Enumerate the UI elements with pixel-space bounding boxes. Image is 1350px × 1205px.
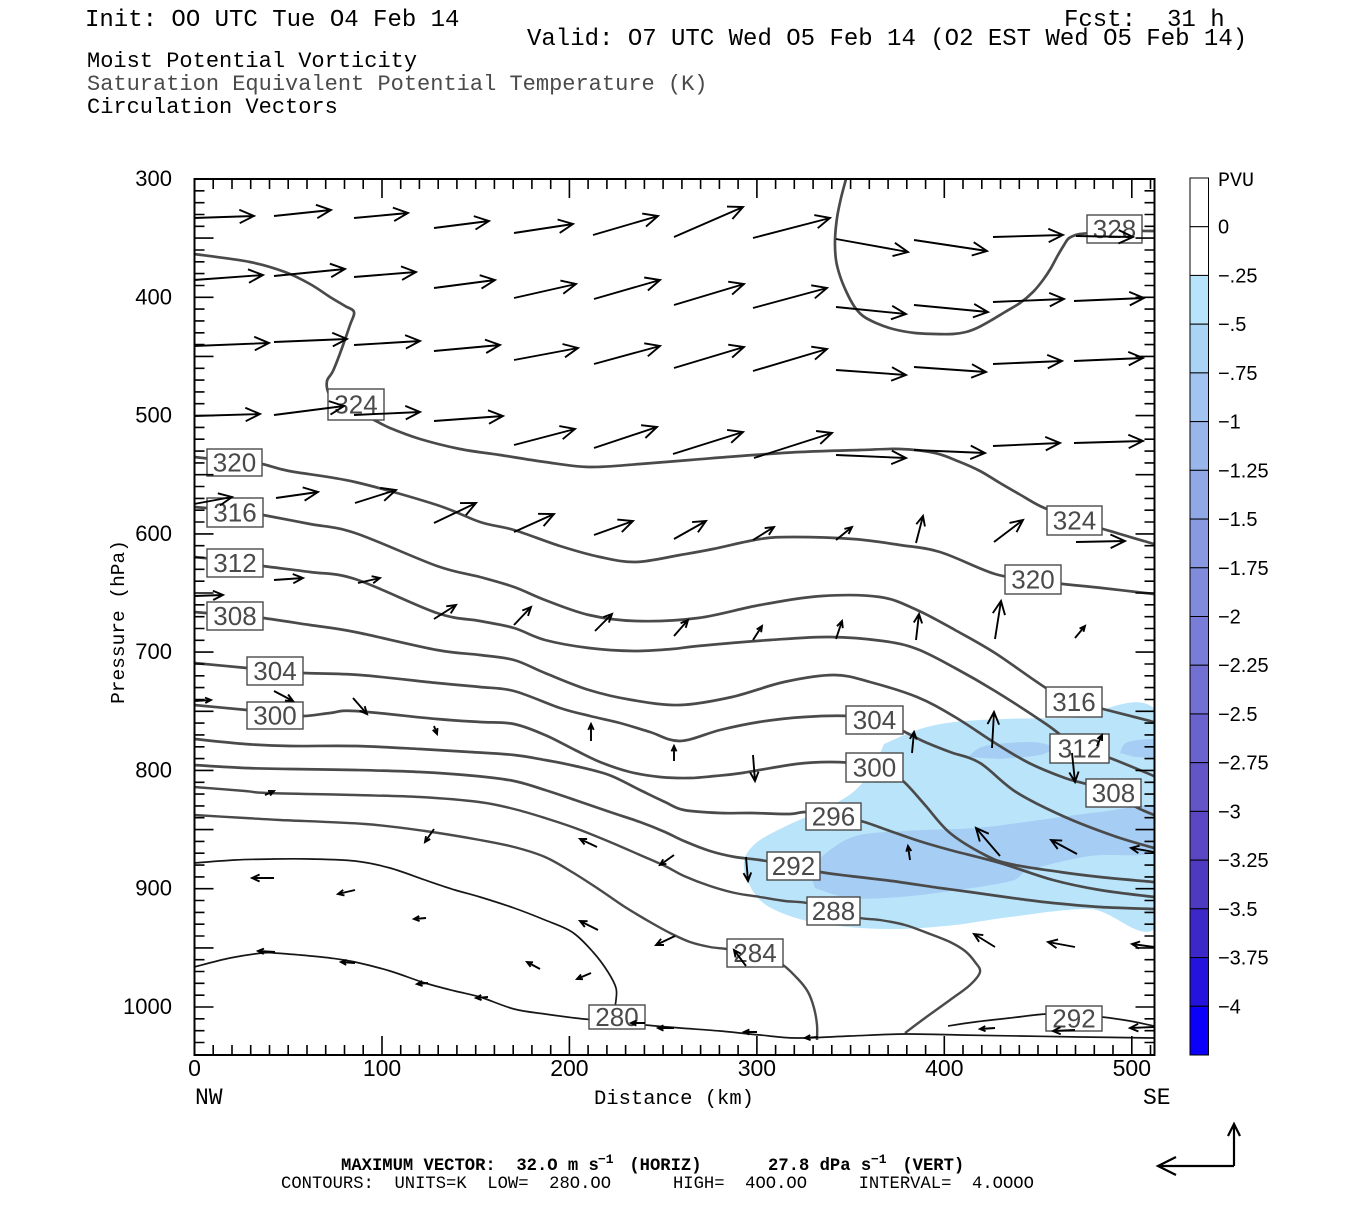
svg-text:(HORIZ): (HORIZ) [619,1157,702,1176]
svg-text:Saturation Equivalent Potentia: Saturation Equivalent Potential Temperat… [87,72,708,97]
svg-text:200: 200 [550,1055,588,1081]
svg-text:400: 400 [925,1055,963,1081]
svg-text:320: 320 [1011,565,1054,595]
svg-text:−3.75: −3.75 [1218,948,1269,970]
svg-text:308: 308 [1092,778,1135,808]
svg-text:300: 300 [853,753,896,783]
svg-text:−3: −3 [1218,801,1241,823]
svg-text:27.8 dPa s: 27.8 dPa s [768,1157,871,1176]
svg-text:Valid: O7 UTC Wed O5 Feb 14 (O: Valid: O7 UTC Wed O5 Feb 14 (O2 EST Wed … [527,26,1247,53]
svg-text:800: 800 [135,757,172,782]
svg-text:312: 312 [1058,734,1101,764]
svg-text:Pressure (hPa): Pressure (hPa) [108,540,130,704]
svg-text:700: 700 [135,639,172,664]
svg-text:316: 316 [213,498,256,528]
svg-text:288: 288 [812,896,855,926]
svg-text:304: 304 [253,656,296,686]
svg-text:−2.5: −2.5 [1218,704,1257,726]
svg-text:PVU: PVU [1218,170,1254,193]
svg-text:−1.5: −1.5 [1218,509,1257,531]
svg-text:Init: OO UTC Tue O4 Feb 14: Init: OO UTC Tue O4 Feb 14 [85,7,459,34]
svg-text:−2.75: −2.75 [1218,753,1269,775]
svg-text:0: 0 [188,1055,201,1081]
svg-text:900: 900 [135,876,172,901]
svg-text:600: 600 [135,521,172,546]
svg-text:500: 500 [135,403,172,428]
svg-text:MAXIMUM VECTOR: 32.O m s: MAXIMUM VECTOR: 32.O m s [341,1157,599,1176]
svg-text:316: 316 [1052,687,1095,717]
svg-text:−.25: −.25 [1218,265,1257,287]
svg-text:−.75: −.75 [1218,363,1257,385]
svg-text:300: 300 [253,701,296,731]
svg-text:304: 304 [853,705,896,735]
svg-text:CONTOURS: UNITS=K LOW= 28O.: CONTOURS: UNITS=K LOW= 28O.OO HIGH= 4OO.… [281,1175,1034,1194]
svg-text:324: 324 [1053,506,1096,536]
svg-text:300: 300 [738,1055,776,1081]
svg-text:−3.5: −3.5 [1218,899,1257,921]
svg-text:−.5: −.5 [1218,314,1246,336]
svg-text:100: 100 [363,1055,401,1081]
svg-text:296: 296 [812,802,855,832]
svg-text:31 h: 31 h [1167,7,1225,34]
svg-text:400: 400 [135,284,172,309]
svg-text:−1.75: −1.75 [1218,558,1269,580]
svg-text:308: 308 [213,601,256,631]
svg-text:Fcst:: Fcst: [1064,7,1136,34]
svg-text:280: 280 [595,1002,638,1032]
svg-text:1000: 1000 [123,994,172,1019]
svg-text:SE: SE [1143,1085,1171,1111]
svg-text:−1.25: −1.25 [1218,460,1269,482]
svg-text:−4: −4 [1218,996,1241,1018]
svg-text:300: 300 [135,166,172,191]
svg-text:500: 500 [1113,1055,1151,1081]
svg-text:−1: −1 [598,1152,614,1167]
svg-text:−2.25: −2.25 [1218,655,1269,677]
svg-text:320: 320 [213,448,256,478]
svg-text:312: 312 [213,548,256,578]
svg-text:−3.25: −3.25 [1218,850,1269,872]
svg-text:(VERT): (VERT) [892,1157,964,1176]
svg-text:NW: NW [195,1085,223,1111]
svg-text:Circulation Vectors: Circulation Vectors [87,95,338,120]
svg-text:−1: −1 [871,1152,887,1167]
svg-text:−1: −1 [1218,412,1241,434]
svg-text:Moist Potential Vorticity: Moist Potential Vorticity [87,49,417,74]
svg-text:Distance (km): Distance (km) [594,1088,754,1111]
svg-text:292: 292 [772,851,815,881]
svg-text:0: 0 [1218,217,1229,239]
svg-text:−2: −2 [1218,607,1241,629]
